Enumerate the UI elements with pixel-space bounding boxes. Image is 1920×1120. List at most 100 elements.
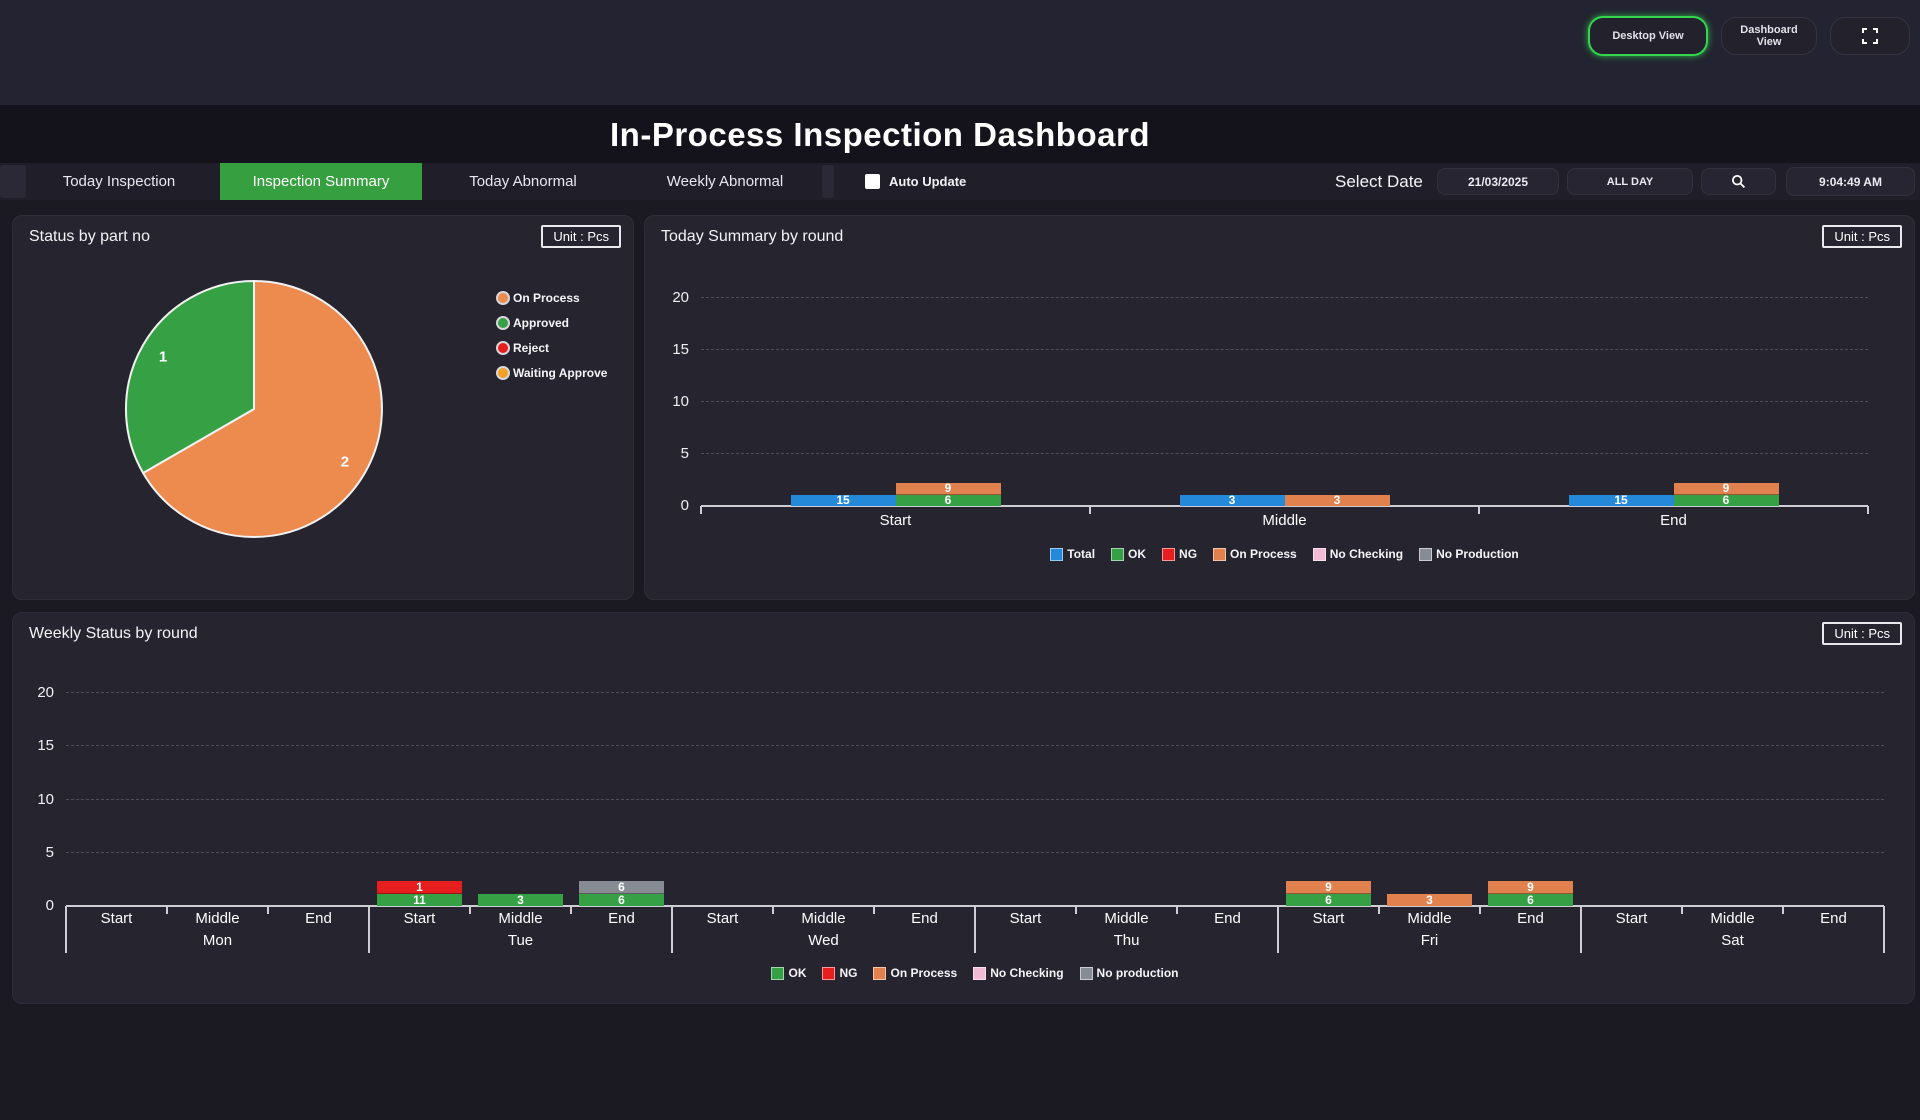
x-label-fri-middle: Middle [1407, 910, 1452, 927]
total-bar-start: 15 [790, 494, 896, 506]
legend-label: Total [1067, 547, 1096, 561]
legend-item-no-production[interactable]: No production [1079, 966, 1179, 980]
bar-segment-ok: 6 [1488, 894, 1573, 906]
x-label-thu-start: Start [1009, 910, 1042, 927]
magnifier-icon [1731, 174, 1746, 189]
legend-item-ok[interactable]: OK [771, 966, 806, 980]
day-group-mon [66, 693, 369, 906]
weekly-day-labels: Mon Tue Wed Thu Fri Sat [66, 932, 1884, 949]
legend-swatch-icon [1312, 547, 1326, 561]
auto-update-checkbox-icon[interactable] [865, 174, 880, 189]
legend-item-no-checking[interactable]: No Checking [1312, 547, 1403, 561]
day-range-select[interactable]: ALL DAY [1567, 168, 1693, 195]
legend-swatch-icon [771, 966, 785, 980]
bar-segment-no-production: 6 [579, 881, 664, 894]
weekly-bar-chart: 11 1 3 6 6 6 9 3 6 9 [65, 692, 1885, 953]
legend-label: No Production [1436, 547, 1519, 561]
bar-segment-ng: 1 [377, 881, 462, 894]
day-label-mon: Mon [202, 932, 233, 949]
pie-legend-item-on-process[interactable]: On Process [496, 290, 607, 305]
legend-item-no-production[interactable]: No Production [1419, 547, 1519, 561]
legend-item-ng[interactable]: NG [822, 966, 857, 980]
gridline-20 [701, 297, 1868, 298]
x-label-fri-end: End [1517, 910, 1544, 927]
day-label-wed: Wed [808, 932, 839, 949]
today-legend: Total OK NG On Process No Checking No Product… [701, 546, 1868, 562]
bar-value-label: 11 [413, 893, 426, 907]
select-date-label: Select Date [1335, 171, 1423, 191]
day-separator [1276, 906, 1279, 953]
pie-legend-item-reject[interactable]: Reject [496, 340, 607, 355]
slot-tick [1681, 906, 1683, 914]
bar-segment-ok: 6 [1286, 894, 1371, 906]
bar-value-label: 1 [416, 880, 423, 894]
bar-segment-ok: 11 [377, 894, 462, 906]
pie-legend-item-waiting-approve[interactable]: Waiting Approve [496, 365, 607, 380]
unit-badge: Unit : Pcs [1822, 622, 1902, 645]
legend-dot-icon [496, 340, 510, 355]
legend-label: On Process [1230, 547, 1297, 561]
slot-tue-middle: 3 [470, 894, 571, 906]
day-label-sat: Sat [1721, 932, 1744, 949]
pie-slice-value: 2 [341, 454, 349, 471]
tab-today-abnormal[interactable]: Today Abnormal [469, 173, 577, 190]
legend-dot-icon [496, 290, 510, 305]
y-tick-label: 0 [45, 897, 54, 914]
tab-today-inspection[interactable]: Today Inspection [62, 173, 176, 190]
legend-label: No production [1096, 966, 1179, 980]
legend-item-on-process[interactable]: On Process [873, 966, 957, 980]
page-title: In-Process Inspection Dashboard [610, 116, 1150, 153]
search-button[interactable] [1701, 168, 1776, 195]
date-field[interactable]: 21/03/2025 [1437, 168, 1559, 195]
gridline-10 [701, 401, 1868, 402]
gridline-15 [701, 349, 1868, 350]
legend-label: OK [788, 966, 807, 980]
axis-tick [1478, 506, 1480, 514]
weekly-slot-labels: Start Middle End Start Middle End Start Middle E… [66, 910, 1884, 927]
bar-group-start: 15 6 9 [701, 298, 1090, 506]
legend-item-total[interactable]: Total [1050, 547, 1095, 561]
bar-segment-on-process: 3 [1284, 494, 1390, 506]
legend-swatch-icon [1079, 966, 1093, 980]
x-label-end: End [1660, 512, 1687, 529]
legend-swatch-icon [1419, 547, 1433, 561]
panel-title: Today Summary by round [661, 228, 844, 245]
dashboard-view-button[interactable]: Dashboard View [1721, 17, 1817, 55]
slot-tick [772, 906, 774, 914]
legend-dot-icon [496, 365, 510, 380]
pie-slice-approved [124, 280, 255, 474]
slot-tick [1782, 906, 1784, 914]
pie-legend-item-approved[interactable]: Approved [496, 315, 607, 330]
legend-item-ok[interactable]: OK [1111, 547, 1146, 561]
slot-tue-start: 11 1 [369, 881, 470, 906]
gridline-15 [66, 745, 1884, 747]
legend-item-no-checking[interactable]: No Checking [973, 966, 1064, 980]
x-label-wed-middle: Middle [801, 910, 846, 927]
auto-update-toggle[interactable]: Auto Update [865, 163, 966, 200]
tab-inspection-summary[interactable]: Inspection Summary [220, 163, 422, 200]
desktop-view-button[interactable]: Desktop View [1588, 16, 1708, 56]
legend-item-ng[interactable]: NG [1162, 547, 1197, 561]
legend-label: NG [839, 966, 858, 980]
gridline-10 [66, 798, 1884, 800]
legend-label: No Checking [990, 966, 1064, 980]
bar-value-label: 9 [1527, 880, 1534, 894]
bar-segment-on-process: 9 [895, 482, 1001, 495]
day-label-tue: Tue [507, 932, 534, 949]
x-label-start: Start [879, 512, 912, 529]
legend-item-on-process[interactable]: On Process [1213, 547, 1297, 561]
unit-badge: Unit : Pcs [1822, 225, 1902, 248]
day-separator [1580, 906, 1582, 953]
tab-weekly-abnormal[interactable]: Weekly Abnormal [666, 173, 784, 190]
x-label-sat-middle: Middle [1710, 910, 1755, 927]
bar-value-label: 6 [944, 493, 952, 507]
slot-tick [469, 906, 471, 914]
bar-segment-ok: 6 [1673, 494, 1779, 506]
fullscreen-button[interactable] [1830, 17, 1910, 55]
view-switcher: Desktop View Dashboard View [1588, 16, 1910, 56]
day-group-sat [1581, 693, 1884, 906]
today-summary-panel: Today Summary by round Unit : Pcs 0 5 10 15… [644, 215, 1915, 600]
